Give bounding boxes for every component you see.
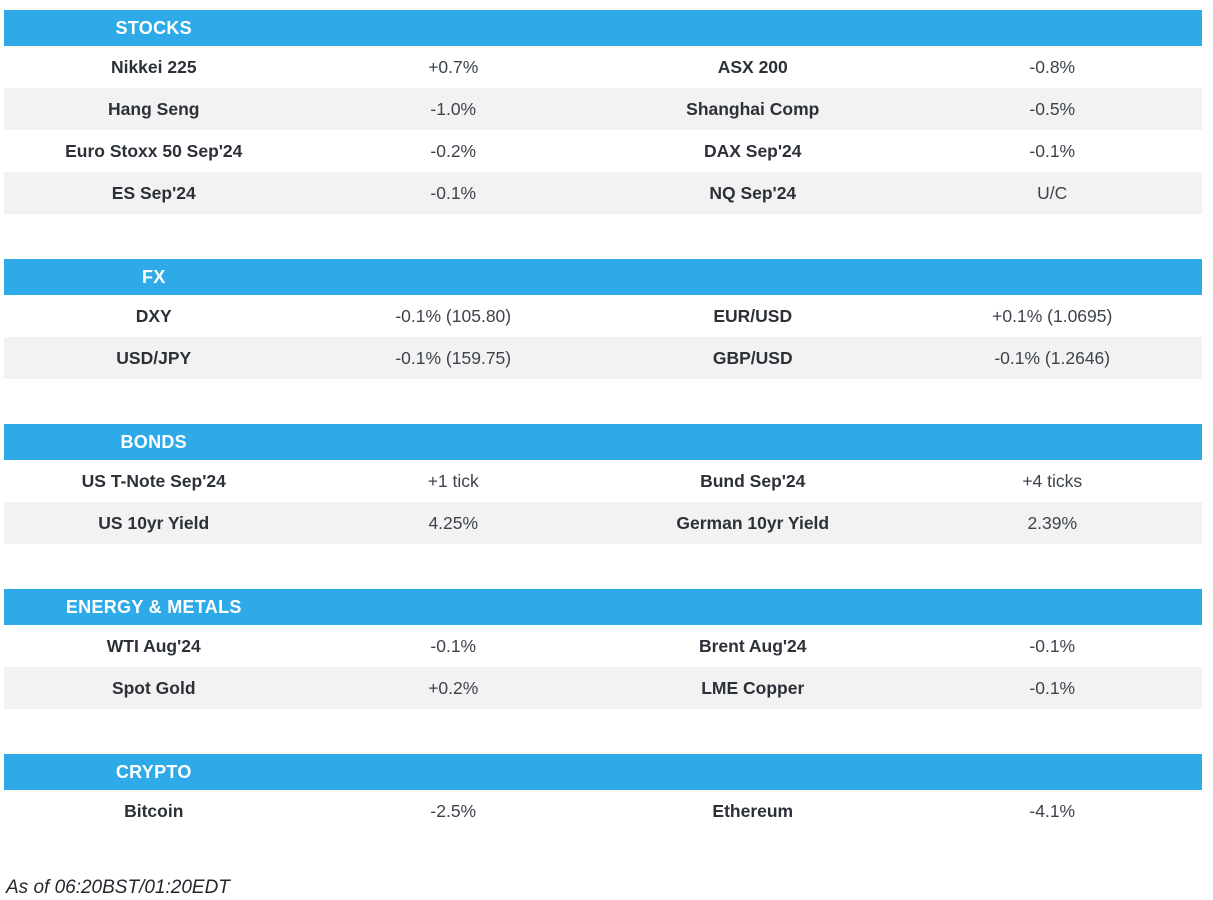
instrument-name: Ethereum [712, 800, 794, 821]
table-row: Spot Gold +0.2% LME Copper -0.1% [4, 667, 1202, 709]
table-row: US T-Note Sep'24 +1 tick Bund Sep'24 +4 … [4, 460, 1202, 502]
table-row: ES Sep'24 -0.1% NQ Sep'24 U/C [4, 172, 1202, 214]
instrument-name: Bund Sep'24 [700, 470, 806, 491]
instrument-change: -0.2% [430, 140, 477, 161]
instrument-name: Bitcoin [124, 800, 184, 821]
instrument-change: +4 ticks [1022, 470, 1083, 491]
as-of-timestamp: As of 06:20BST/01:20EDT [6, 877, 230, 898]
instrument-name: ASX 200 [717, 56, 788, 77]
instrument-name: DXY [135, 305, 172, 326]
instrument-name: Nikkei 225 [110, 56, 197, 77]
instrument-name: LME Copper [701, 677, 805, 698]
instrument-name: ES Sep'24 [111, 182, 196, 203]
section-header-fx: FX [4, 259, 1202, 295]
instrument-name: Brent Aug'24 [698, 635, 807, 656]
instrument-change: -0.1% [430, 182, 477, 203]
section-title: BONDS [120, 431, 187, 452]
table-row: WTI Aug'24 -0.1% Brent Aug'24 -0.1% [4, 625, 1202, 667]
instrument-change: -0.1% (105.80) [395, 305, 512, 326]
section-fx: FX DXY -0.1% (105.80) EUR/USD +0.1% (1.0… [4, 259, 1202, 379]
instrument-change: -0.1% [1029, 677, 1076, 698]
instrument-name: Hang Seng [108, 98, 200, 119]
instrument-change: -2.5% [430, 800, 477, 821]
instrument-name: EUR/USD [713, 305, 793, 326]
section-title: CRYPTO [115, 761, 192, 782]
instrument-name: NQ Sep'24 [709, 182, 797, 203]
instrument-name: Euro Stoxx 50 Sep'24 [65, 140, 243, 161]
section-stocks: STOCKS Nikkei 225 +0.7% ASX 200 -0.8% Ha… [4, 10, 1202, 214]
table-row: Nikkei 225 +0.7% ASX 200 -0.8% [4, 46, 1202, 88]
instrument-name: USD/JPY [116, 347, 192, 368]
section-header-crypto: CRYPTO [4, 754, 1202, 790]
table-row: Euro Stoxx 50 Sep'24 -0.2% DAX Sep'24 -0… [4, 130, 1202, 172]
section-header-bonds: BONDS [4, 424, 1202, 460]
instrument-change: 2.39% [1027, 512, 1078, 533]
instrument-change: -0.5% [1029, 98, 1076, 119]
section-header-energy-metals: ENERGY & METALS [4, 589, 1202, 625]
instrument-name: Spot Gold [111, 677, 196, 698]
instrument-name: WTI Aug'24 [106, 635, 201, 656]
instrument-name: US T-Note Sep'24 [81, 470, 226, 491]
instrument-change: -4.1% [1029, 800, 1076, 821]
instrument-change: +1 tick [427, 470, 479, 491]
table-row: Bitcoin -2.5% Ethereum -4.1% [4, 790, 1202, 832]
section-crypto: CRYPTO Bitcoin -2.5% Ethereum -4.1% [4, 754, 1202, 832]
instrument-name: DAX Sep'24 [703, 140, 802, 161]
section-title: FX [141, 266, 166, 287]
section-header-stocks: STOCKS [4, 10, 1202, 46]
instrument-change: -0.1% [1029, 635, 1076, 656]
section-title: ENERGY & METALS [65, 596, 242, 617]
instrument-change: -1.0% [430, 98, 477, 119]
instrument-name: GBP/USD [712, 347, 793, 368]
table-row: DXY -0.1% (105.80) EUR/USD +0.1% (1.0695… [4, 295, 1202, 337]
instrument-change: +0.1% (1.0695) [992, 305, 1113, 326]
instrument-change: -0.1% [430, 635, 477, 656]
instrument-change: -0.1% (159.75) [395, 347, 512, 368]
instrument-name: Shanghai Comp [686, 98, 820, 119]
instrument-change: -0.1% [1029, 140, 1076, 161]
instrument-change: +0.2% [428, 677, 479, 698]
instrument-change: +0.7% [428, 56, 479, 77]
instrument-change: -0.8% [1029, 56, 1076, 77]
instrument-name: US 10yr Yield [98, 512, 210, 533]
instrument-change: U/C [1037, 182, 1068, 203]
table-row: Hang Seng -1.0% Shanghai Comp -0.5% [4, 88, 1202, 130]
table-row: US 10yr Yield 4.25% German 10yr Yield 2.… [4, 502, 1202, 544]
section-energy-metals: ENERGY & METALS WTI Aug'24 -0.1% Brent A… [4, 589, 1202, 709]
instrument-change: 4.25% [428, 512, 479, 533]
table-row: USD/JPY -0.1% (159.75) GBP/USD -0.1% (1.… [4, 337, 1202, 379]
instrument-name: German 10yr Yield [676, 512, 830, 533]
section-title: STOCKS [115, 17, 192, 38]
section-bonds: BONDS US T-Note Sep'24 +1 tick Bund Sep'… [4, 424, 1202, 544]
instrument-change: -0.1% (1.2646) [994, 347, 1111, 368]
